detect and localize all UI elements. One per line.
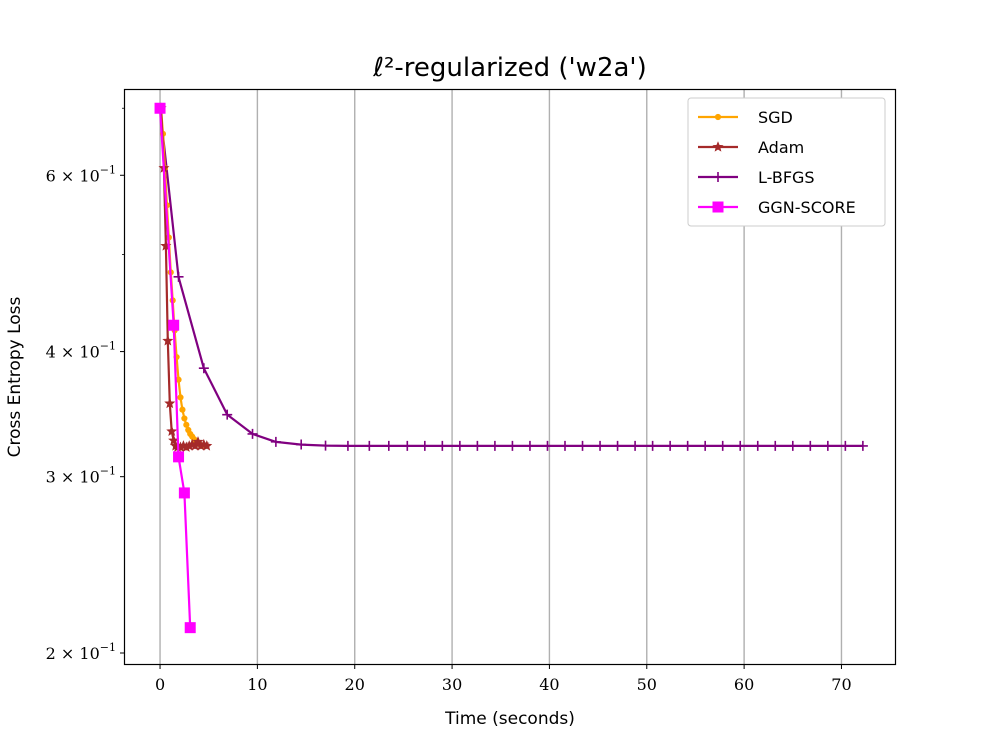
legend-swatch-marker [712, 201, 724, 213]
data-point [560, 440, 570, 451]
data-point [201, 440, 213, 451]
data-point [770, 440, 781, 451]
data-point [472, 440, 483, 451]
legend-label: L-BFGS [758, 168, 815, 187]
data-point [173, 271, 184, 282]
data-point [166, 425, 178, 436]
data-point [179, 406, 186, 413]
y-tick-label: 3 × 10−1 [46, 465, 116, 487]
data-point [168, 319, 180, 331]
data-point [787, 440, 798, 451]
x-tick-label: 20 [345, 675, 365, 694]
x-axis-label: Time (seconds) [444, 709, 575, 729]
data-point [630, 440, 641, 451]
series-ggn-score [154, 102, 196, 634]
series-l-bfgs [155, 103, 868, 451]
data-point [181, 415, 188, 422]
y-axis: 2 × 10−1 3 × 10−1 4 × 10−1 6 × 10−1 [46, 107, 125, 663]
data-point [805, 440, 816, 451]
legend-item: Adam [698, 138, 804, 157]
data-point [184, 622, 196, 634]
data-point [383, 440, 394, 451]
data-point [402, 440, 413, 451]
data-point [717, 440, 728, 451]
y-tick-label: 4 × 10−1 [46, 340, 116, 362]
data-point [178, 487, 190, 499]
legend-item: GGN-SCORE [698, 198, 856, 217]
legend-label: SGD [758, 108, 793, 127]
x-axis: 0 10 20 30 40 50 60 70 [155, 664, 852, 694]
x-tick-label: 0 [155, 675, 165, 694]
data-point [542, 440, 553, 451]
data-point [507, 440, 518, 451]
x-tick-label: 60 [734, 675, 754, 694]
legend-box [687, 97, 886, 227]
data-point [437, 440, 448, 451]
data-point [612, 440, 623, 451]
data-point [320, 440, 331, 451]
data-point [162, 335, 174, 346]
legend-swatch-marker [712, 141, 724, 152]
y-tick-label: 6 × 10−1 [46, 163, 116, 185]
legend-swatch-marker [714, 113, 722, 121]
data-point [524, 440, 535, 451]
legend-item: L-BFGS [698, 168, 815, 187]
series-layer [154, 102, 868, 634]
series-line [159, 108, 208, 449]
data-point [270, 436, 281, 447]
data-point [183, 421, 190, 428]
x-tick-label: 50 [637, 675, 657, 694]
data-point [419, 440, 430, 451]
data-point [173, 451, 185, 463]
series-line [158, 108, 192, 628]
data-point [342, 440, 353, 451]
data-point [840, 440, 851, 451]
y-axis-label: Cross Entropy Loss [5, 296, 25, 457]
data-point [489, 440, 500, 451]
data-point [735, 440, 746, 451]
data-point [665, 440, 676, 451]
x-tick-label: 30 [442, 675, 462, 694]
legend-label: Adam [758, 138, 804, 157]
data-point [364, 440, 375, 451]
data-point [822, 440, 833, 451]
data-point [595, 440, 606, 451]
data-point [647, 440, 658, 451]
plot-frame [123, 88, 897, 666]
data-point [700, 440, 711, 451]
legend-item: SGD [698, 108, 793, 127]
data-point [682, 440, 693, 451]
data-point [164, 397, 176, 409]
x-tick-label: 70 [831, 675, 851, 694]
x-tick-label: 10 [247, 675, 267, 694]
data-point [857, 440, 868, 451]
data-point [577, 440, 588, 451]
data-point [177, 394, 184, 401]
data-point [154, 102, 166, 114]
data-point [247, 428, 258, 439]
data-point [454, 440, 465, 451]
data-point [752, 440, 763, 451]
data-point [198, 363, 209, 374]
series-adam [155, 102, 213, 452]
data-point [222, 409, 233, 420]
chart-title: ℓ²-regularized ('w2a') [372, 53, 646, 83]
legend: SGD Adam L-BFGS GGN-SCORE [687, 97, 886, 227]
legend-swatch-marker [713, 172, 723, 182]
x-tick-label: 40 [539, 675, 559, 694]
legend-label: GGN-SCORE [758, 198, 856, 217]
y-tick-label: 2 × 10−1 [46, 641, 116, 663]
data-point [296, 439, 307, 450]
